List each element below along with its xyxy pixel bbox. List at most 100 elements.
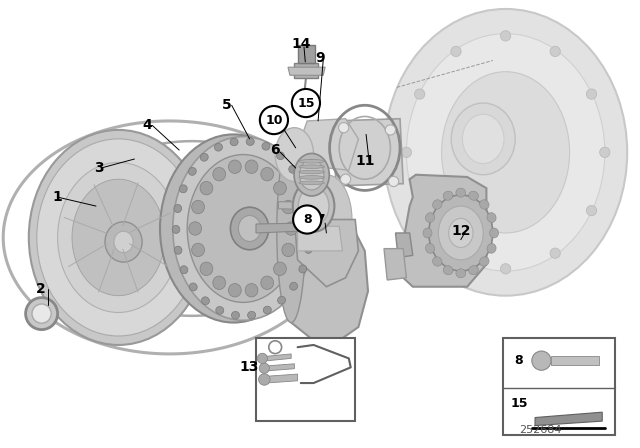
Ellipse shape [479, 257, 489, 266]
Text: 6: 6 [270, 143, 280, 157]
Ellipse shape [263, 306, 271, 314]
Ellipse shape [442, 72, 570, 233]
Ellipse shape [299, 176, 324, 179]
Circle shape [550, 248, 561, 258]
Ellipse shape [180, 266, 188, 274]
Ellipse shape [58, 162, 179, 313]
Polygon shape [266, 364, 294, 371]
Circle shape [260, 106, 288, 134]
Ellipse shape [216, 306, 224, 314]
Circle shape [385, 125, 396, 135]
Text: 4: 4 [142, 118, 152, 133]
Circle shape [340, 174, 351, 184]
Polygon shape [294, 220, 358, 287]
Ellipse shape [239, 215, 261, 241]
Polygon shape [291, 139, 368, 340]
Text: 10: 10 [265, 113, 283, 127]
Ellipse shape [423, 228, 432, 238]
Circle shape [292, 89, 320, 117]
Ellipse shape [261, 168, 274, 181]
Circle shape [451, 46, 461, 56]
Ellipse shape [456, 188, 466, 197]
Ellipse shape [228, 284, 241, 297]
Ellipse shape [230, 138, 238, 146]
Ellipse shape [456, 269, 466, 278]
Ellipse shape [192, 243, 205, 257]
Text: 15: 15 [510, 396, 528, 410]
Polygon shape [294, 63, 318, 78]
Ellipse shape [443, 191, 453, 200]
Ellipse shape [426, 244, 435, 253]
Polygon shape [301, 119, 358, 170]
Ellipse shape [273, 181, 286, 195]
Circle shape [257, 353, 268, 363]
Circle shape [259, 374, 270, 385]
Ellipse shape [188, 168, 196, 175]
Circle shape [415, 89, 425, 99]
Ellipse shape [72, 179, 165, 296]
Circle shape [293, 206, 321, 233]
Ellipse shape [189, 283, 197, 291]
Text: 8: 8 [303, 213, 312, 226]
Ellipse shape [37, 139, 200, 336]
Ellipse shape [174, 246, 182, 254]
Ellipse shape [384, 9, 627, 296]
Ellipse shape [433, 257, 442, 266]
Ellipse shape [278, 296, 285, 304]
Ellipse shape [189, 222, 202, 235]
Bar [256, 338, 355, 421]
Circle shape [600, 147, 610, 157]
Ellipse shape [487, 213, 496, 222]
Ellipse shape [230, 207, 269, 250]
Ellipse shape [200, 153, 208, 161]
Text: 14: 14 [291, 37, 310, 51]
Ellipse shape [192, 200, 205, 214]
Ellipse shape [200, 262, 213, 276]
Ellipse shape [277, 139, 306, 323]
Polygon shape [264, 354, 291, 361]
Circle shape [388, 177, 399, 186]
Ellipse shape [212, 276, 226, 289]
Ellipse shape [275, 128, 314, 181]
Ellipse shape [246, 138, 254, 146]
Ellipse shape [282, 243, 294, 257]
Polygon shape [278, 202, 316, 210]
Ellipse shape [200, 181, 213, 195]
Ellipse shape [298, 182, 306, 190]
Ellipse shape [299, 165, 324, 168]
Circle shape [586, 206, 596, 215]
Text: 252684: 252684 [520, 425, 562, 435]
Circle shape [586, 89, 596, 99]
Ellipse shape [173, 137, 314, 320]
Circle shape [32, 304, 51, 323]
Ellipse shape [438, 206, 483, 260]
Ellipse shape [406, 34, 605, 271]
Circle shape [451, 248, 461, 258]
Ellipse shape [299, 265, 307, 273]
Ellipse shape [479, 200, 489, 209]
Circle shape [259, 363, 269, 373]
Polygon shape [333, 119, 403, 186]
Text: 11: 11 [355, 154, 374, 168]
Ellipse shape [105, 222, 142, 262]
Ellipse shape [468, 266, 479, 275]
Text: 7: 7 [315, 212, 325, 227]
Ellipse shape [285, 222, 298, 235]
Circle shape [401, 147, 412, 157]
Ellipse shape [172, 225, 180, 233]
Ellipse shape [179, 185, 188, 193]
Circle shape [550, 46, 561, 56]
Text: 2: 2 [35, 282, 45, 296]
Circle shape [339, 123, 349, 133]
Circle shape [269, 341, 282, 353]
Polygon shape [551, 356, 599, 365]
Text: 13: 13 [240, 360, 259, 375]
Ellipse shape [304, 202, 312, 210]
Ellipse shape [273, 262, 286, 276]
Ellipse shape [487, 244, 496, 253]
Ellipse shape [468, 191, 479, 200]
Ellipse shape [262, 142, 270, 150]
Text: 9: 9 [315, 51, 325, 65]
Ellipse shape [261, 276, 274, 289]
Circle shape [26, 297, 58, 330]
